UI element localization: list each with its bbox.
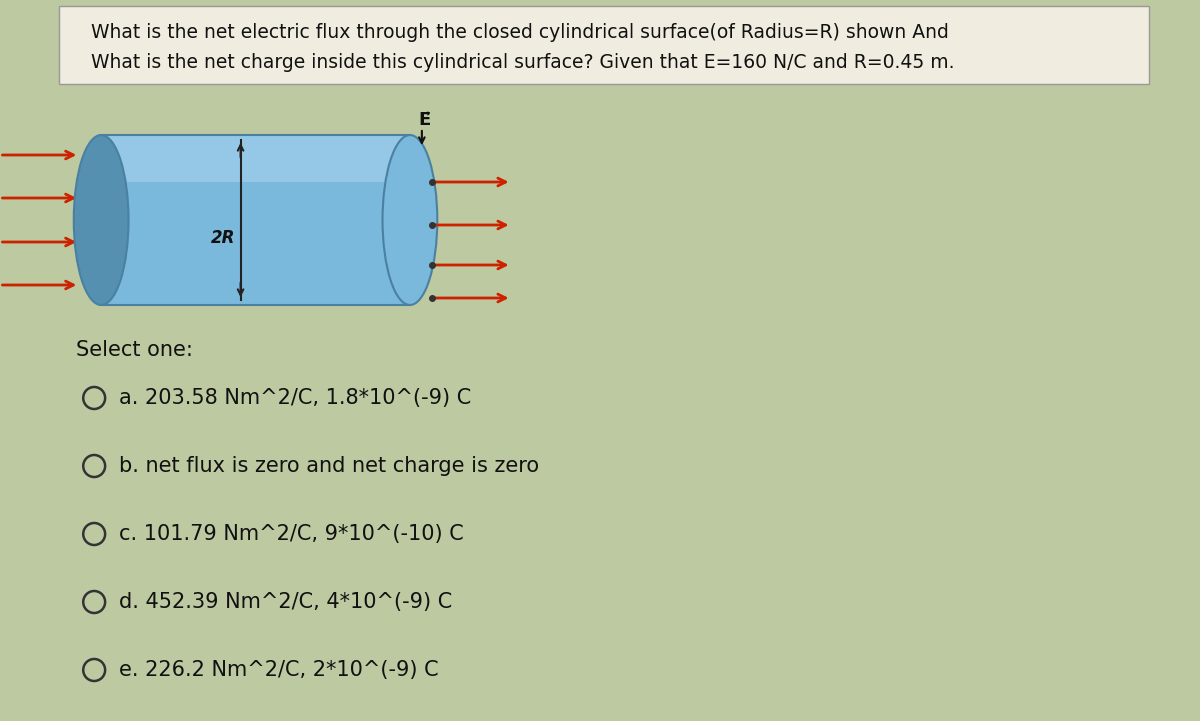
Text: e. 226.2 Nm^2/C, 2*10^(-9) C: e. 226.2 Nm^2/C, 2*10^(-9) C [119,660,439,680]
Text: Select one:: Select one: [77,340,193,360]
Text: b. net flux is zero and net charge is zero: b. net flux is zero and net charge is ze… [119,456,539,476]
Text: d. 452.39 Nm^2/C, 4*10^(-9) C: d. 452.39 Nm^2/C, 4*10^(-9) C [119,592,452,612]
FancyBboxPatch shape [101,135,410,305]
Ellipse shape [73,135,128,305]
Text: 2R: 2R [210,229,235,247]
FancyBboxPatch shape [59,6,1148,84]
Text: a. 203.58 Nm^2/C, 1.8*10^(-9) C: a. 203.58 Nm^2/C, 1.8*10^(-9) C [119,388,472,408]
Text: What is the net charge inside this cylindrical surface? Given that E=160 N/C and: What is the net charge inside this cylin… [91,53,955,71]
Text: What is the net electric flux through the closed cylindrical surface(of Radius=R: What is the net electric flux through th… [91,22,949,42]
Text: c. 101.79 Nm^2/C, 9*10^(-10) C: c. 101.79 Nm^2/C, 9*10^(-10) C [119,524,464,544]
Text: E⃗: E⃗ [418,111,430,129]
FancyBboxPatch shape [101,135,410,182]
Ellipse shape [383,135,437,305]
